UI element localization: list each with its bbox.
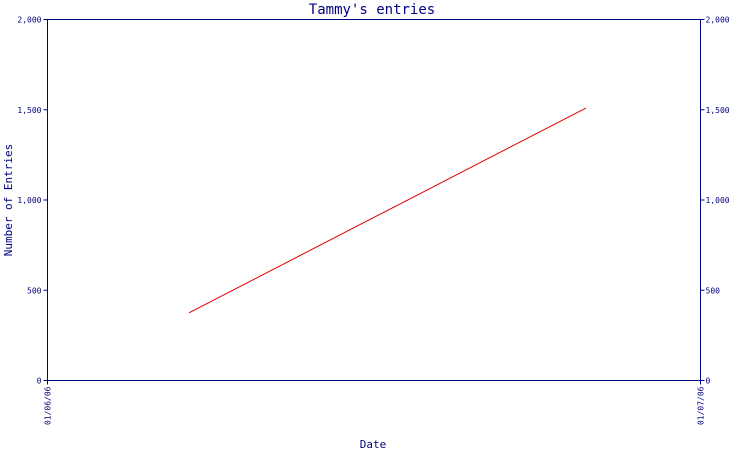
y-tick-label-left: 2,000 bbox=[17, 16, 41, 25]
y-tick-label-left: 0 bbox=[37, 377, 42, 386]
axis-ticks: 0 0 500 500 1,000 1,000 1,500 1,500 2,000 2,000 01… bbox=[17, 16, 729, 426]
series-layer bbox=[188, 107, 587, 314]
y-tick-label-right: 500 bbox=[706, 286, 721, 295]
chart-title: Tammy's entries bbox=[309, 2, 435, 18]
y-tick-label-right: 0 bbox=[706, 377, 711, 386]
y-tick-label-right: 1,000 bbox=[706, 196, 730, 205]
y-tick-label-left: 500 bbox=[27, 286, 42, 295]
x-tick-label: 01/06/06 bbox=[44, 386, 53, 425]
x-axis-label: Date bbox=[360, 438, 387, 450]
series-line bbox=[188, 107, 587, 314]
y-tick-label-right: 1,500 bbox=[706, 106, 730, 115]
y-axis-label: Number of Entries bbox=[2, 144, 15, 257]
y-tick-label-right: 2,000 bbox=[706, 16, 730, 25]
plot-frame bbox=[47, 19, 701, 381]
y-tick-label-left: 1,500 bbox=[17, 106, 41, 115]
y-tick-label-left: 1,000 bbox=[17, 196, 41, 205]
x-tick-label: 01/07/06 bbox=[697, 386, 706, 425]
